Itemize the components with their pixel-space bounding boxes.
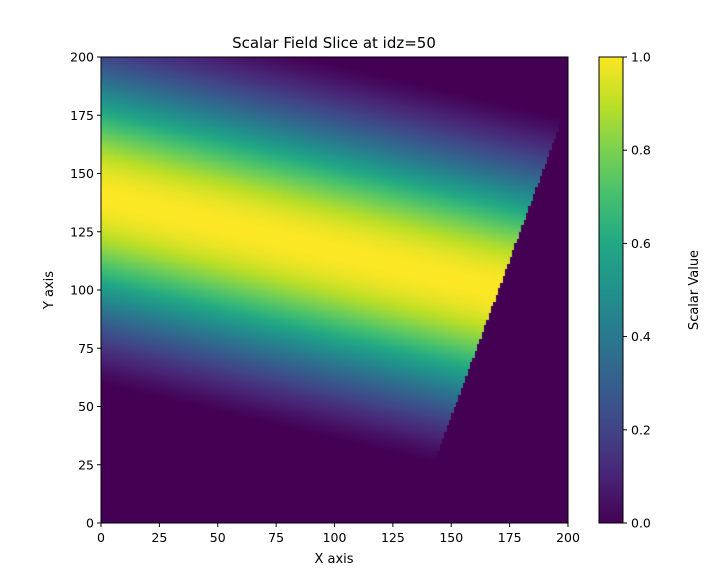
x-tick-label: 175: [498, 530, 522, 545]
y-tick-label: 200: [70, 50, 94, 65]
colorbar-tick-label: 0.6: [631, 236, 651, 251]
y-tick-label: 100: [70, 283, 94, 298]
colorbar-frame: [598, 56, 624, 524]
colorbar-ticks: 0.0 0.2 0.4 0.6 0.8 1.0: [623, 50, 651, 531]
x-tick-label: 50: [210, 530, 226, 545]
y-tick-label: 25: [78, 457, 94, 472]
x-tick-label: 0: [97, 530, 105, 545]
y-tick-label: 150: [70, 166, 94, 181]
colorbar-tick-label: 0.2: [631, 422, 651, 437]
colorbar-gradient: [599, 57, 623, 523]
x-tick-label: 125: [381, 530, 405, 545]
y-axis: 0 25 50 75 100 125 150 175 200: [70, 50, 101, 531]
colorbar-tick-label: 0.4: [631, 329, 651, 344]
colorbar-label: Scalar Value: [687, 250, 702, 330]
heatmap-image-frame: [101, 57, 568, 523]
colorbar-tick-label: 0.0: [631, 516, 651, 531]
heatmap-image: [101, 57, 568, 523]
colorbar-tick-label: 0.8: [631, 143, 651, 158]
y-tick-label: 75: [78, 341, 94, 356]
colorbar-tick-label: 1.0: [631, 50, 651, 65]
plot-area: [100, 56, 569, 524]
y-tick-label: 0: [86, 516, 94, 531]
colorbar: 0.0 0.2 0.4 0.6 0.8 1.0 Scalar Value: [598, 50, 702, 531]
x-axis: 0 25 50 75 100 125 150 175 200: [97, 523, 580, 545]
x-axis-label: X axis: [314, 552, 353, 567]
y-tick-label: 175: [70, 108, 94, 123]
x-tick-label: 200: [556, 530, 580, 545]
x-tick-label: 150: [439, 530, 463, 545]
y-tick-label: 50: [78, 399, 94, 414]
x-tick-label: 25: [151, 530, 167, 545]
y-tick-label: 125: [70, 224, 94, 239]
x-tick-label: 100: [323, 530, 347, 545]
x-tick-label: 75: [268, 530, 284, 545]
y-axis-label: Y axis: [42, 271, 57, 310]
chart-title: Scalar Field Slice at idz=50: [232, 34, 436, 52]
